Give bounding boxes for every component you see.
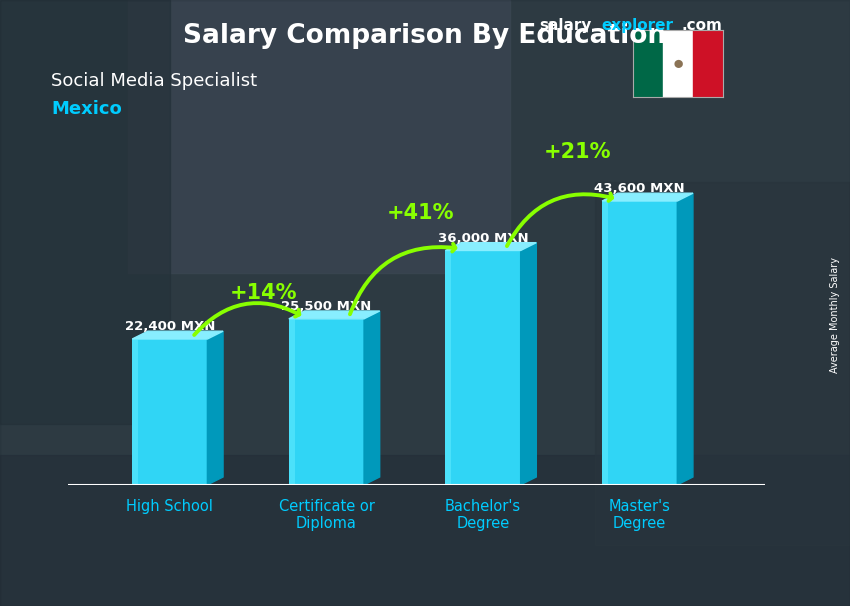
Text: 36,000 MXN: 36,000 MXN [438, 231, 529, 245]
Bar [445, 250, 521, 485]
Text: explorer: explorer [602, 18, 674, 33]
Text: 22,400 MXN: 22,400 MXN [125, 320, 215, 333]
Bar [602, 201, 677, 485]
Bar [602, 201, 608, 485]
Bar [595, 182, 850, 545]
Bar [289, 319, 364, 485]
Bar [289, 319, 295, 485]
Text: ⬤: ⬤ [673, 59, 683, 68]
Polygon shape [364, 311, 380, 485]
Text: Average Monthly Salary: Average Monthly Salary [830, 257, 840, 373]
Text: .com: .com [682, 18, 722, 33]
Text: +14%: +14% [230, 283, 298, 303]
Bar [133, 339, 139, 485]
Polygon shape [677, 193, 693, 485]
Bar [663, 30, 693, 97]
Bar [693, 30, 722, 97]
Bar [133, 339, 207, 485]
Text: Social Media Specialist: Social Media Specialist [51, 72, 257, 90]
Polygon shape [207, 331, 223, 485]
Bar [0, 0, 170, 424]
Bar [445, 250, 451, 485]
Polygon shape [521, 242, 536, 485]
Text: +41%: +41% [387, 203, 454, 223]
Polygon shape [133, 331, 223, 339]
Polygon shape [602, 193, 693, 201]
Text: 25,500 MXN: 25,500 MXN [281, 300, 371, 313]
Text: Salary Comparison By Education: Salary Comparison By Education [184, 23, 666, 49]
Text: salary: salary [540, 18, 592, 33]
Bar [0, 454, 850, 606]
Bar [128, 0, 510, 273]
Polygon shape [445, 242, 536, 250]
Text: 43,600 MXN: 43,600 MXN [594, 182, 685, 195]
Bar [633, 30, 663, 97]
Text: +21%: +21% [543, 142, 611, 162]
Polygon shape [289, 311, 380, 319]
Text: Mexico: Mexico [51, 100, 122, 118]
